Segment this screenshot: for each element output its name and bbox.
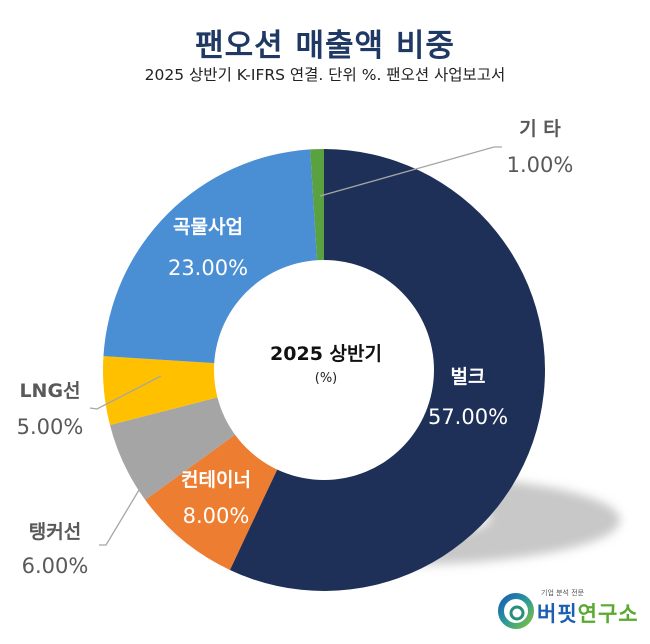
slice-name-label: 벌크 [451,366,486,388]
leader-line-6 [319,146,502,197]
slice-name-label: LNG선 [19,380,80,402]
logo-name-part1: 버핏 [537,602,578,626]
brand-logo: 기업 분석 전문 버핏연구소 [497,588,647,634]
slice-name-label: 곡물사업 [173,216,243,238]
donut-hole [214,260,434,480]
leader-line-4 [89,375,162,410]
logo-mark-icon [498,593,534,629]
slice-value-label: 5.00% [17,415,84,439]
center-sublabel: (%) [315,371,338,386]
center-label: 2025 상반기 [270,343,382,365]
logo-tagline: 기업 분석 전문 [541,589,585,597]
slice-value-label: 1.00% [507,153,574,177]
slice-name-label: 탱커선 [29,521,81,543]
logo-name: 버핏연구소 [537,598,639,628]
slice-value-label: 8.00% [183,504,250,528]
chart-title: 팬오션 매출액 비중 [195,28,455,64]
slice-value-label: 23.00% [168,256,248,280]
leader-line-3 [99,484,143,546]
slice-value-label: 6.00% [22,554,89,578]
slice-name-label: 기 타 [519,118,561,140]
chart-subtitle: 2025 상반기 K-IFRS 연결. 단위 %. 팬오션 사업보고서 [144,66,506,84]
logo-name-part2: 연구소 [577,602,639,626]
slice-value-label: 57.00% [428,405,508,429]
slice-name-label: 컨테이너 [181,469,251,491]
